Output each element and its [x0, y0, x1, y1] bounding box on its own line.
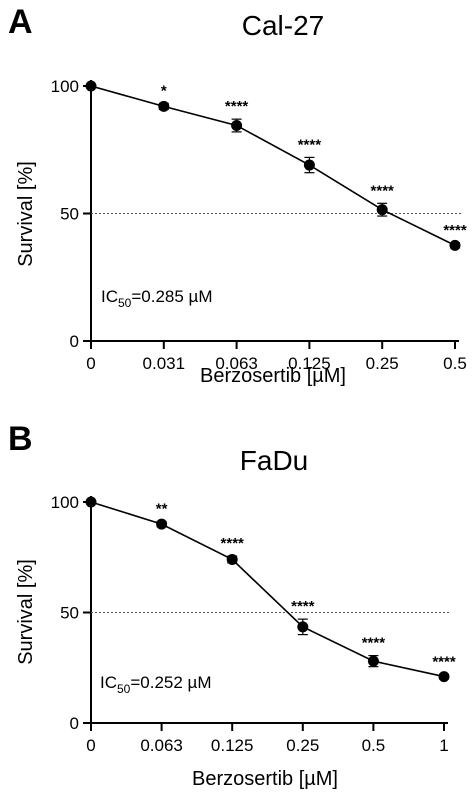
series-line — [90, 85, 456, 247]
ic50-annotation: IC50=0.285 µM — [101, 287, 213, 310]
x-tick-label: 0 — [86, 354, 95, 373]
significance-label: **** — [291, 598, 315, 615]
data-point — [231, 120, 243, 132]
data-point — [85, 80, 97, 92]
y-axis-label: Survival [%] — [15, 161, 37, 267]
x-tick-label: 0.5 — [443, 354, 467, 373]
x-axis-label: Berzosertib [µM] — [200, 365, 346, 387]
ic50-prefix: IC — [101, 287, 118, 306]
significance-label: **** — [371, 182, 395, 199]
x-tick-label: 0.25 — [366, 354, 399, 373]
data-point — [297, 621, 309, 633]
data-point — [226, 553, 238, 565]
x-tick-label: 0.125 — [288, 354, 331, 373]
significance-label: **** — [225, 98, 249, 115]
data-point — [85, 496, 97, 508]
significance-label: **** — [362, 635, 386, 652]
significance-label: **** — [298, 136, 322, 153]
panel-letter: A — [8, 3, 33, 41]
x-tick-label: 0.25 — [286, 736, 319, 755]
y-axis-label: Survival [%] — [15, 559, 37, 665]
y-tick-label: 0 — [70, 714, 79, 733]
x-tick-label: 0.125 — [211, 736, 254, 755]
ic50-value: =0.285 µM — [131, 287, 212, 306]
data-point — [449, 239, 461, 251]
chart-panel-b: B FaDu 0 50 100 0 0.063 0.125 0.25 0.5 1 Berzoserti… — [8, 420, 456, 790]
ic50-annotation: IC50=0.252 µM — [100, 673, 212, 696]
ic50-value: =0.252 µM — [130, 673, 211, 692]
significance-label: **** — [221, 535, 245, 552]
ic50-subscript: 50 — [118, 296, 132, 310]
chart-title: Cal-27 — [242, 10, 324, 41]
x-tick-label: 1 — [439, 736, 448, 755]
significance-label: **** — [443, 222, 467, 239]
data-point — [376, 204, 388, 216]
significance-label: **** — [432, 653, 456, 670]
y-tick-label: 0 — [70, 332, 79, 351]
series-line — [90, 501, 445, 678]
data-point — [438, 671, 450, 683]
data-point — [156, 518, 168, 530]
x-tick-label: 0.031 — [143, 354, 186, 373]
panel-letter: B — [8, 420, 33, 458]
y-tick-label: 50 — [60, 205, 79, 224]
x-tick-label: 0.063 — [140, 736, 183, 755]
y-tick-label: 50 — [60, 604, 79, 623]
data-point — [367, 655, 379, 667]
significance-label: ** — [156, 500, 168, 517]
x-axis-label: Berzosertib [µM] — [192, 768, 338, 790]
ic50-prefix: IC — [100, 673, 117, 692]
x-tick-label: 0.063 — [215, 354, 258, 373]
x-tick-label: 0 — [86, 736, 95, 755]
significance-label: * — [161, 82, 167, 99]
y-tick-label: 100 — [51, 77, 79, 96]
data-point — [158, 100, 170, 112]
chart-panel-a: A Cal-27 0 50 100 0 0.031 0.063 0.125 0.25 0.5 Berz… — [8, 3, 467, 387]
y-tick-label: 100 — [51, 493, 79, 512]
x-tick-label: 0.5 — [362, 736, 386, 755]
ic50-subscript: 50 — [117, 682, 131, 696]
data-point — [303, 159, 315, 171]
chart-title: FaDu — [240, 445, 308, 476]
